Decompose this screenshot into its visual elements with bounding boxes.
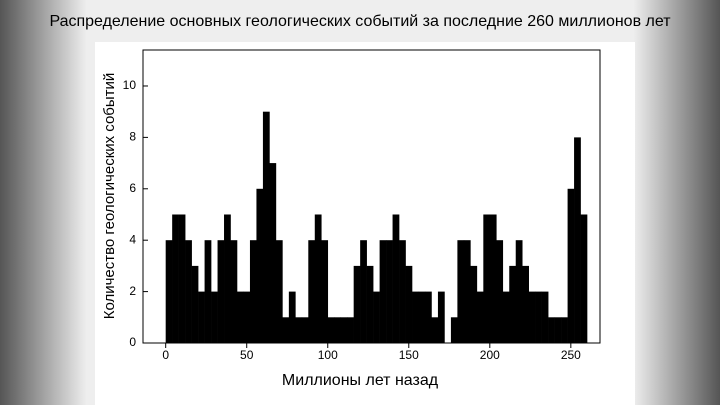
- bar: [334, 317, 342, 343]
- y-tick-label: 10: [123, 78, 137, 92]
- bar: [476, 291, 484, 343]
- bar: [437, 291, 445, 343]
- bar: [541, 291, 549, 343]
- bar: [282, 317, 290, 343]
- bar: [470, 265, 478, 343]
- bar: [204, 240, 212, 343]
- y-axis-label: Количество геологических событий: [101, 73, 118, 320]
- bar: [567, 188, 575, 343]
- bar: [288, 291, 296, 343]
- bar: [379, 240, 387, 343]
- bar: [236, 291, 244, 343]
- bar: [548, 317, 555, 343]
- bar: [405, 265, 413, 343]
- bar: [360, 240, 367, 343]
- bar: [515, 240, 523, 343]
- y-tick-label: 0: [129, 335, 136, 349]
- y-tick-label: 4: [129, 232, 136, 246]
- bar: [535, 291, 542, 343]
- bar: [483, 214, 491, 343]
- x-tick-label: 100: [318, 348, 338, 362]
- bar: [457, 240, 465, 343]
- bar: [561, 317, 568, 343]
- bar: [211, 291, 218, 343]
- bar: [269, 163, 277, 343]
- bar: [431, 317, 439, 343]
- bar: [217, 240, 225, 343]
- bar: [412, 291, 419, 343]
- bar: [522, 265, 529, 343]
- bar: [327, 317, 335, 343]
- x-tick-label: 200: [480, 348, 500, 362]
- bar: [340, 317, 348, 343]
- bar: [574, 137, 581, 343]
- bar: [463, 240, 471, 343]
- y-tick-label: 6: [129, 181, 136, 195]
- bar: [314, 214, 322, 343]
- bar: [301, 317, 309, 343]
- bar: [262, 111, 270, 344]
- y-tick-label: 8: [129, 130, 136, 144]
- bar: [224, 214, 231, 343]
- bar: [528, 291, 536, 343]
- bar: [373, 291, 380, 343]
- x-axis-label: Миллионы лет назад: [282, 372, 439, 389]
- bar: [295, 317, 303, 343]
- bar: [424, 291, 432, 343]
- bar: [418, 291, 426, 343]
- bar: [450, 317, 458, 343]
- bar: [353, 265, 361, 343]
- bar: [275, 240, 283, 343]
- bar: [580, 214, 588, 343]
- bar: [509, 265, 517, 343]
- bar: [178, 214, 186, 343]
- bar: [366, 265, 374, 343]
- bar: [185, 240, 192, 343]
- bar: [172, 214, 179, 343]
- bar: [399, 240, 406, 343]
- bar: [502, 291, 510, 343]
- bar: [249, 240, 257, 343]
- x-tick-label: 50: [240, 348, 254, 362]
- bar: [392, 214, 400, 343]
- bar: [198, 291, 205, 343]
- bar: [256, 188, 264, 343]
- x-tick-label: 150: [399, 348, 419, 362]
- bar: [489, 214, 497, 343]
- bar: [191, 265, 199, 343]
- bar: [243, 291, 251, 343]
- bar: [496, 240, 504, 343]
- bar: [165, 240, 173, 343]
- x-tick-label: 0: [162, 348, 169, 362]
- x-tick-label: 250: [561, 348, 581, 362]
- bar: [347, 317, 354, 343]
- bar: [308, 240, 316, 343]
- chart-title: Распределение основных геологических соб…: [49, 13, 671, 30]
- bar: [230, 240, 238, 343]
- bar: [321, 240, 329, 343]
- bar: [386, 240, 393, 343]
- y-tick-label: 2: [129, 284, 136, 298]
- bar: [554, 317, 562, 343]
